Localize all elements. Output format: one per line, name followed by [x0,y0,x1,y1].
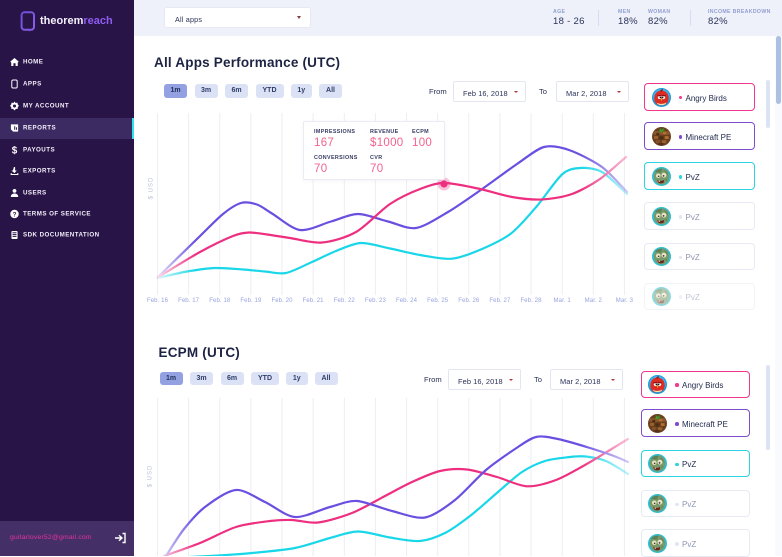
svg-text:$: $ [12,145,18,154]
svg-text:?: ? [13,212,17,219]
